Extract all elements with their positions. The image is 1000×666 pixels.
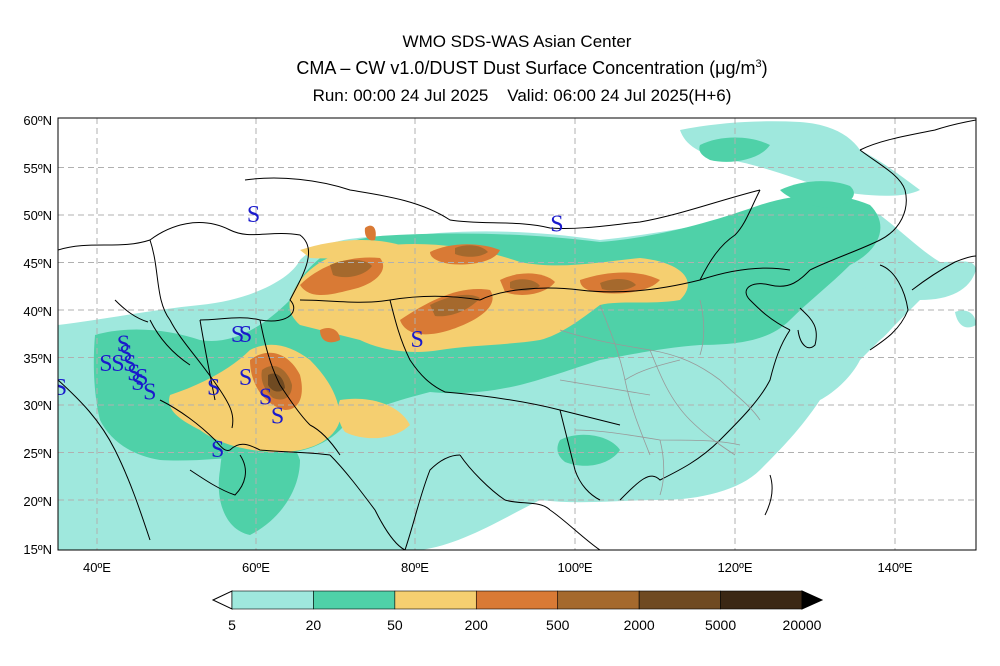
colorbar-level-label: 50 [387, 617, 403, 633]
lon-tick-label: 140ºE [877, 560, 912, 575]
colorbar-level-label: 500 [546, 617, 570, 633]
colorbar-segment [231, 590, 314, 610]
dust-storm-symbol: S [143, 380, 156, 406]
province-boundaries [559, 299, 761, 496]
lon-tick-label: 120ºE [717, 560, 752, 575]
dust-level-2000-5000 [268, 373, 285, 392]
chart-subtitle: CMA – CW v1.0/DUST Dust Surface Concentr… [32, 58, 1000, 79]
colorbar-segments [231, 590, 803, 610]
subtitle-text: CMA – CW v1.0/DUST Dust Surface Concentr… [296, 58, 756, 78]
lat-tick-label: 35ºN [23, 351, 52, 366]
lat-tick-label: 55ºN [23, 161, 52, 176]
dust-storm-symbol: S [259, 384, 272, 410]
dust-storm-symbol: S [211, 437, 224, 463]
lon-tick-label: 100ºE [557, 560, 592, 575]
colorbar-segment [394, 590, 477, 610]
colorbar-level-label: 200 [465, 617, 489, 633]
lon-tick-label: 40ºE [83, 560, 111, 575]
latitude-axis: 15ºN 20ºN 25ºN 30ºN 35ºN 40ºN 45ºN 50ºN … [23, 113, 52, 557]
colorbar-segment [475, 590, 559, 610]
dust-storm-symbol: S [550, 212, 563, 238]
colorbar-segment [638, 590, 721, 610]
colorbar-level-label: 20 [306, 617, 322, 633]
dust-storm-symbol: S [117, 332, 130, 358]
dust-storm-symbol: S [123, 351, 136, 377]
dust-storm-symbol: S [127, 360, 140, 386]
dust-storm-symbol: S [99, 351, 112, 377]
colorbar: 5 20 50 200 500 2000 5000 20000 [211, 590, 824, 633]
dust-storm-symbol: S [119, 341, 132, 367]
colorbar-segment [557, 590, 640, 610]
dust-storm-symbol: S [239, 322, 252, 348]
colorbar-segment [720, 590, 803, 610]
subtitle-close: ) [761, 58, 768, 78]
longitude-axis: 40ºE 60ºE 80ºE 100ºE 120ºE 140ºE [83, 560, 913, 575]
colorbar-high-arrow [801, 590, 824, 610]
dust-storm-symbol: S [239, 365, 252, 391]
dust-storm-symbol: S [54, 375, 67, 401]
dust-storm-symbol: S [271, 404, 284, 430]
dust-storm-symbol: S [207, 375, 220, 401]
lat-tick-label: 50ºN [23, 208, 52, 223]
colorbar-level-label: 2000 [624, 617, 655, 633]
colorbar-labels: 5 20 50 200 500 2000 5000 20000 [228, 617, 822, 633]
lat-tick-label: 45ºN [23, 256, 52, 271]
lon-tick-label: 60ºE [242, 560, 270, 575]
colorbar-segment [313, 590, 396, 610]
subtitle-unit-exponent: 3 [755, 58, 762, 70]
lat-tick-label: 25ºN [23, 446, 52, 461]
lat-tick-label: 60ºN [23, 113, 52, 128]
lat-tick-label: 30ºN [23, 398, 52, 413]
colorbar-level-label: 5000 [705, 617, 736, 633]
dust-storm-symbol: S [131, 370, 144, 396]
coastlines-borders [58, 119, 976, 550]
lon-tick-label: 80ºE [401, 560, 429, 575]
colorbar-level-label: 20000 [783, 617, 822, 633]
lat-tick-label: 20ºN [23, 494, 52, 509]
chart-title: WMO SDS-WAS Asian Center [402, 32, 632, 51]
dust-storm-symbol: S [231, 322, 244, 348]
colorbar-low-arrow [211, 590, 233, 610]
graticule [58, 118, 976, 550]
dust-storm-symbol: S [411, 327, 424, 353]
dust-storm-symbol: S [135, 365, 148, 391]
map-frame [57, 117, 977, 551]
colorbar-level-label: 5 [228, 617, 236, 633]
run-valid-time: Run: 00:00 24 Jul 2025 Valid: 06:00 24 J… [312, 86, 732, 105]
dust-storm-symbol: S [111, 351, 124, 377]
lat-tick-label: 15ºN [23, 542, 52, 557]
lat-tick-label: 40ºN [23, 304, 52, 319]
dust-storm-symbol: S [247, 202, 260, 228]
